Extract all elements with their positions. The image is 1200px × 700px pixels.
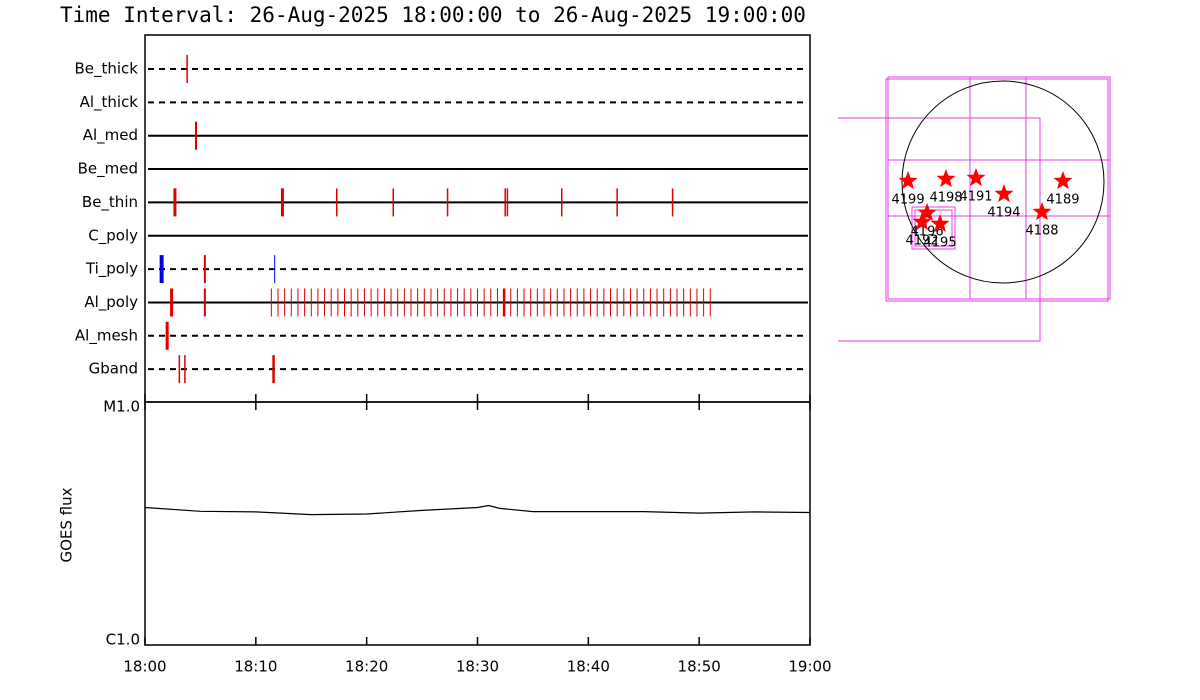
row-label: Gband (89, 360, 138, 378)
active-region-star (912, 212, 932, 231)
goes-frame (144, 401, 811, 646)
active-region-star (1053, 171, 1073, 190)
active-region-label: 4199 (892, 193, 925, 208)
x-tick-label: 18:50 (678, 658, 721, 676)
row-label: Be_med (78, 160, 138, 179)
x-tick-label: 18:30 (456, 658, 499, 676)
active-region-label: 4188 (1025, 223, 1058, 238)
row-label: Al_poly (84, 293, 138, 312)
y-axis-label: GOES flux (58, 487, 76, 562)
active-region-label: 4194 (987, 206, 1020, 221)
goes-curve (144, 504, 811, 516)
active-region-label: 4189 (1046, 193, 1079, 208)
timeline-frame (144, 34, 811, 403)
row-label: C_poly (88, 226, 138, 245)
row-label: Be_thin (82, 193, 138, 212)
active-region-label: 4198 (929, 191, 962, 206)
active-region-label: 4192 (906, 233, 939, 248)
active-region-label: 4195 (924, 235, 957, 250)
active-region-star (930, 214, 950, 233)
x-tick-label: 19:00 (788, 658, 831, 676)
y-tick-label: C1.0 (106, 631, 140, 649)
active-region-star (917, 202, 937, 221)
active-region-star (994, 184, 1014, 203)
row-label: Be_thick (74, 60, 138, 79)
chart-title: Time Interval: 26-Aug-2025 18:00:00 to 2… (60, 3, 806, 27)
active-region-star (936, 169, 956, 188)
row-label: Ti_poly (85, 260, 138, 279)
y-tick-label: M1.0 (103, 398, 140, 416)
row-label: Al_mesh (75, 326, 138, 345)
map-boxes (838, 76, 1111, 342)
x-tick-label: 18:20 (345, 658, 388, 676)
x-tick-label: 18:00 (123, 658, 166, 676)
active-region-star (1032, 202, 1052, 221)
row-label: Al_med (83, 126, 138, 145)
active-region-label: 4191 (959, 189, 992, 204)
solar-limb (901, 80, 1105, 284)
x-tick-label: 18:40 (567, 658, 610, 676)
row-label: Al_thick (80, 93, 139, 112)
active-region-star (966, 168, 986, 187)
x-tick-label: 18:10 (234, 658, 277, 676)
active-region-star (898, 171, 918, 190)
